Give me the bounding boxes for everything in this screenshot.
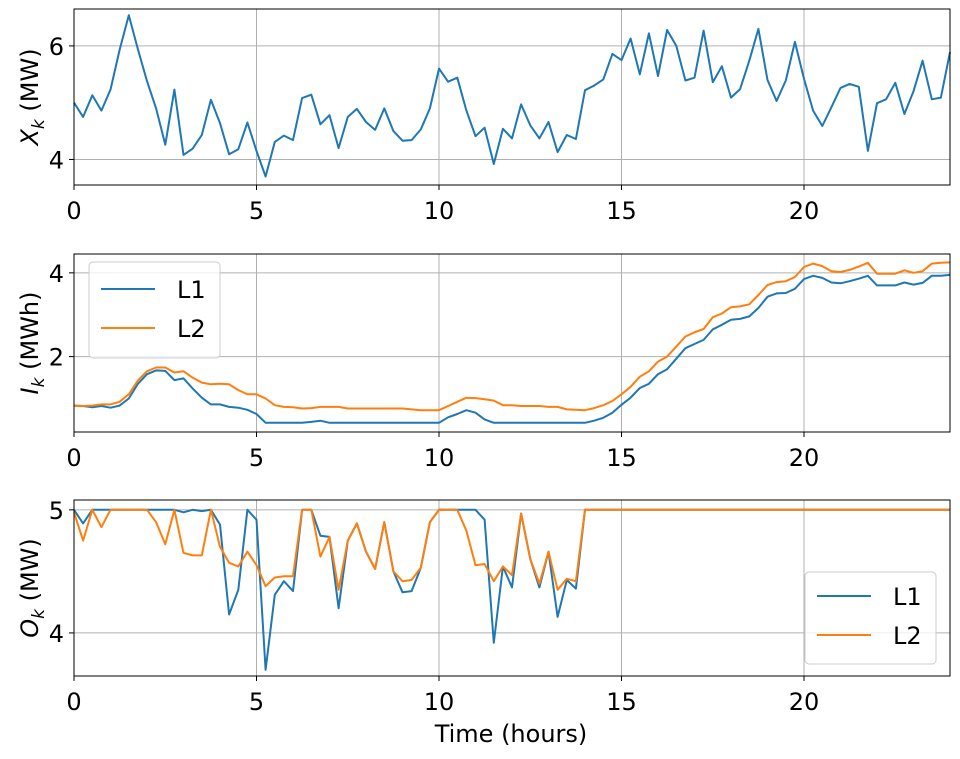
legend-label-l2: L2 xyxy=(893,622,922,650)
x-tick-label: 0 xyxy=(66,688,81,716)
legend-label-l1: L1 xyxy=(177,276,206,304)
x-tick-label: 5 xyxy=(249,444,264,472)
x-tick-label: 10 xyxy=(424,688,455,716)
x-tick-label: 20 xyxy=(789,688,820,716)
plot-frame xyxy=(73,8,951,186)
plot-frame xyxy=(73,499,951,677)
x-axis-label: Time (hours) xyxy=(434,720,588,748)
y-axis-label-subscript: k xyxy=(29,608,49,619)
x-tick-label: 5 xyxy=(249,688,264,716)
x-tick-label: 10 xyxy=(424,197,455,225)
x-tick-label: 20 xyxy=(789,444,820,472)
y-axis-label: Ik (MWh) xyxy=(16,292,49,395)
legend-label-l1: L1 xyxy=(893,583,922,611)
y-axis-label: Ok (MW) xyxy=(16,538,49,638)
y-tick-label: 5 xyxy=(49,497,64,525)
x-tick-label: 0 xyxy=(66,444,81,472)
y-tick-label: 4 xyxy=(49,620,64,648)
y-axis-label: Xk (MW) xyxy=(16,48,49,147)
plot-frame xyxy=(73,253,951,433)
x-tick-label: 15 xyxy=(606,197,637,225)
x-tick-label: 20 xyxy=(789,197,820,225)
y-axis-label-symbol: O xyxy=(16,619,44,638)
y-axis-label-unit: (MW) xyxy=(16,538,44,609)
y-axis-label-subscript: k xyxy=(29,118,49,129)
y-axis-label-symbol: X xyxy=(16,129,44,148)
series-line-l1 xyxy=(73,273,951,424)
x-tick-label: 0 xyxy=(66,197,81,225)
series-line-series-0 xyxy=(73,14,951,178)
y-axis-label-unit: (MWh) xyxy=(16,292,44,378)
x-tick-label: 15 xyxy=(606,688,637,716)
y-tick-label: 4 xyxy=(49,260,64,288)
y-tick-label: 2 xyxy=(49,344,64,372)
y-axis-label-subscript: k xyxy=(29,376,49,387)
series-line-l2 xyxy=(73,508,950,591)
x-tick-label: 10 xyxy=(424,444,455,472)
series-line-l2 xyxy=(73,261,951,412)
y-axis-label-symbol: I xyxy=(16,387,44,394)
legend-label-l2: L2 xyxy=(177,315,206,343)
y-axis-label-unit: (MW) xyxy=(16,48,44,119)
y-tick-label: 6 xyxy=(49,33,64,61)
x-tick-label: 5 xyxy=(249,197,264,225)
y-tick-label: 4 xyxy=(49,146,64,174)
x-tick-label: 15 xyxy=(606,444,637,472)
legend-box xyxy=(88,261,221,359)
